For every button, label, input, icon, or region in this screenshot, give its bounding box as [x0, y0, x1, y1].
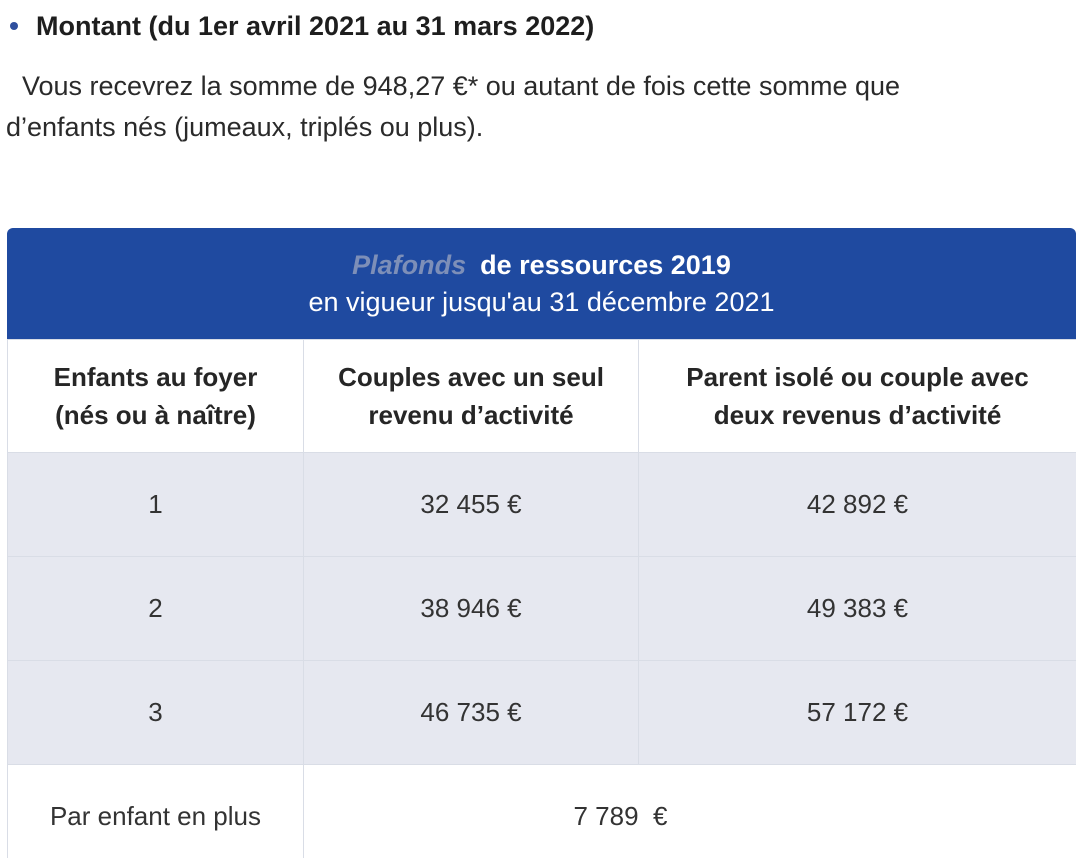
cell-extra-child-label: Par enfant en plus: [7, 764, 304, 858]
resource-ceiling-table: Plafonds de ressources 2019 en vigueur ju…: [7, 228, 1076, 858]
header-single-income-line-2: revenu d’activité: [368, 400, 574, 430]
header-single-income-line-1: Couples avec un seul: [338, 362, 604, 392]
cell-single-income: 32 455 €: [303, 452, 639, 557]
ceiling-table: Enfants au foyer (nés ou à naître) Coupl…: [7, 339, 1076, 858]
cell-single-income: 38 946 €: [303, 556, 639, 661]
bullet-icon: [10, 22, 18, 30]
banner-faded-word: Plafonds: [352, 249, 467, 280]
header-two-incomes-line-1: Parent isolé ou couple avec: [686, 362, 1029, 392]
table-row: 2 38 946 € 49 383 €: [7, 556, 1076, 661]
paragraph-line-2: d’enfants nés (jumeaux, triplés ou plus)…: [6, 112, 484, 142]
header-children-line-2: (nés ou à naître): [55, 400, 256, 430]
banner-title-text: de ressources 2019: [480, 249, 731, 280]
cell-two-incomes: 57 172 €: [638, 660, 1076, 765]
header-children: Enfants au foyer (nés ou à naître): [7, 339, 304, 453]
table-footer-row: Par enfant en plus 7 789 €: [7, 764, 1076, 858]
cell-children-count: 1: [7, 452, 304, 557]
table-banner: Plafonds de ressources 2019 en vigueur ju…: [7, 228, 1076, 339]
section-heading-text: Montant (du 1er avril 2021 au 31 mars 20…: [36, 10, 595, 41]
header-children-line-1: Enfants au foyer: [53, 362, 258, 392]
header-two-incomes: Parent isolé ou couple avec deux revenus…: [638, 339, 1076, 453]
table-header-row: Enfants au foyer (nés ou à naître) Coupl…: [7, 339, 1076, 453]
cell-single-income: 46 735 €: [303, 660, 639, 765]
cell-two-incomes: 49 383 €: [638, 556, 1076, 661]
paragraph-line-1: Vous recevrez la somme de 948,27 €* ou a…: [22, 71, 901, 101]
cell-extra-child-value: 7 789 €: [303, 764, 1076, 858]
table-row: 1 32 455 € 42 892 €: [7, 452, 1076, 557]
cell-two-incomes: 42 892 €: [638, 452, 1076, 557]
banner-subtitle: en vigueur jusqu'au 31 décembre 2021: [308, 286, 775, 317]
header-two-incomes-line-2: deux revenus d’activité: [713, 400, 1002, 430]
section-heading: Montant (du 1er avril 2021 au 31 mars 20…: [10, 6, 594, 46]
amount-paragraph: Vous recevrez la somme de 948,27 €* ou a…: [6, 66, 1066, 148]
table-row: 3 46 735 € 57 172 €: [7, 660, 1076, 765]
cell-children-count: 3: [7, 660, 304, 765]
header-single-income: Couples avec un seul revenu d’activité: [303, 339, 639, 453]
cell-children-count: 2: [7, 556, 304, 661]
banner-title: Plafonds de ressources 2019: [352, 247, 731, 283]
